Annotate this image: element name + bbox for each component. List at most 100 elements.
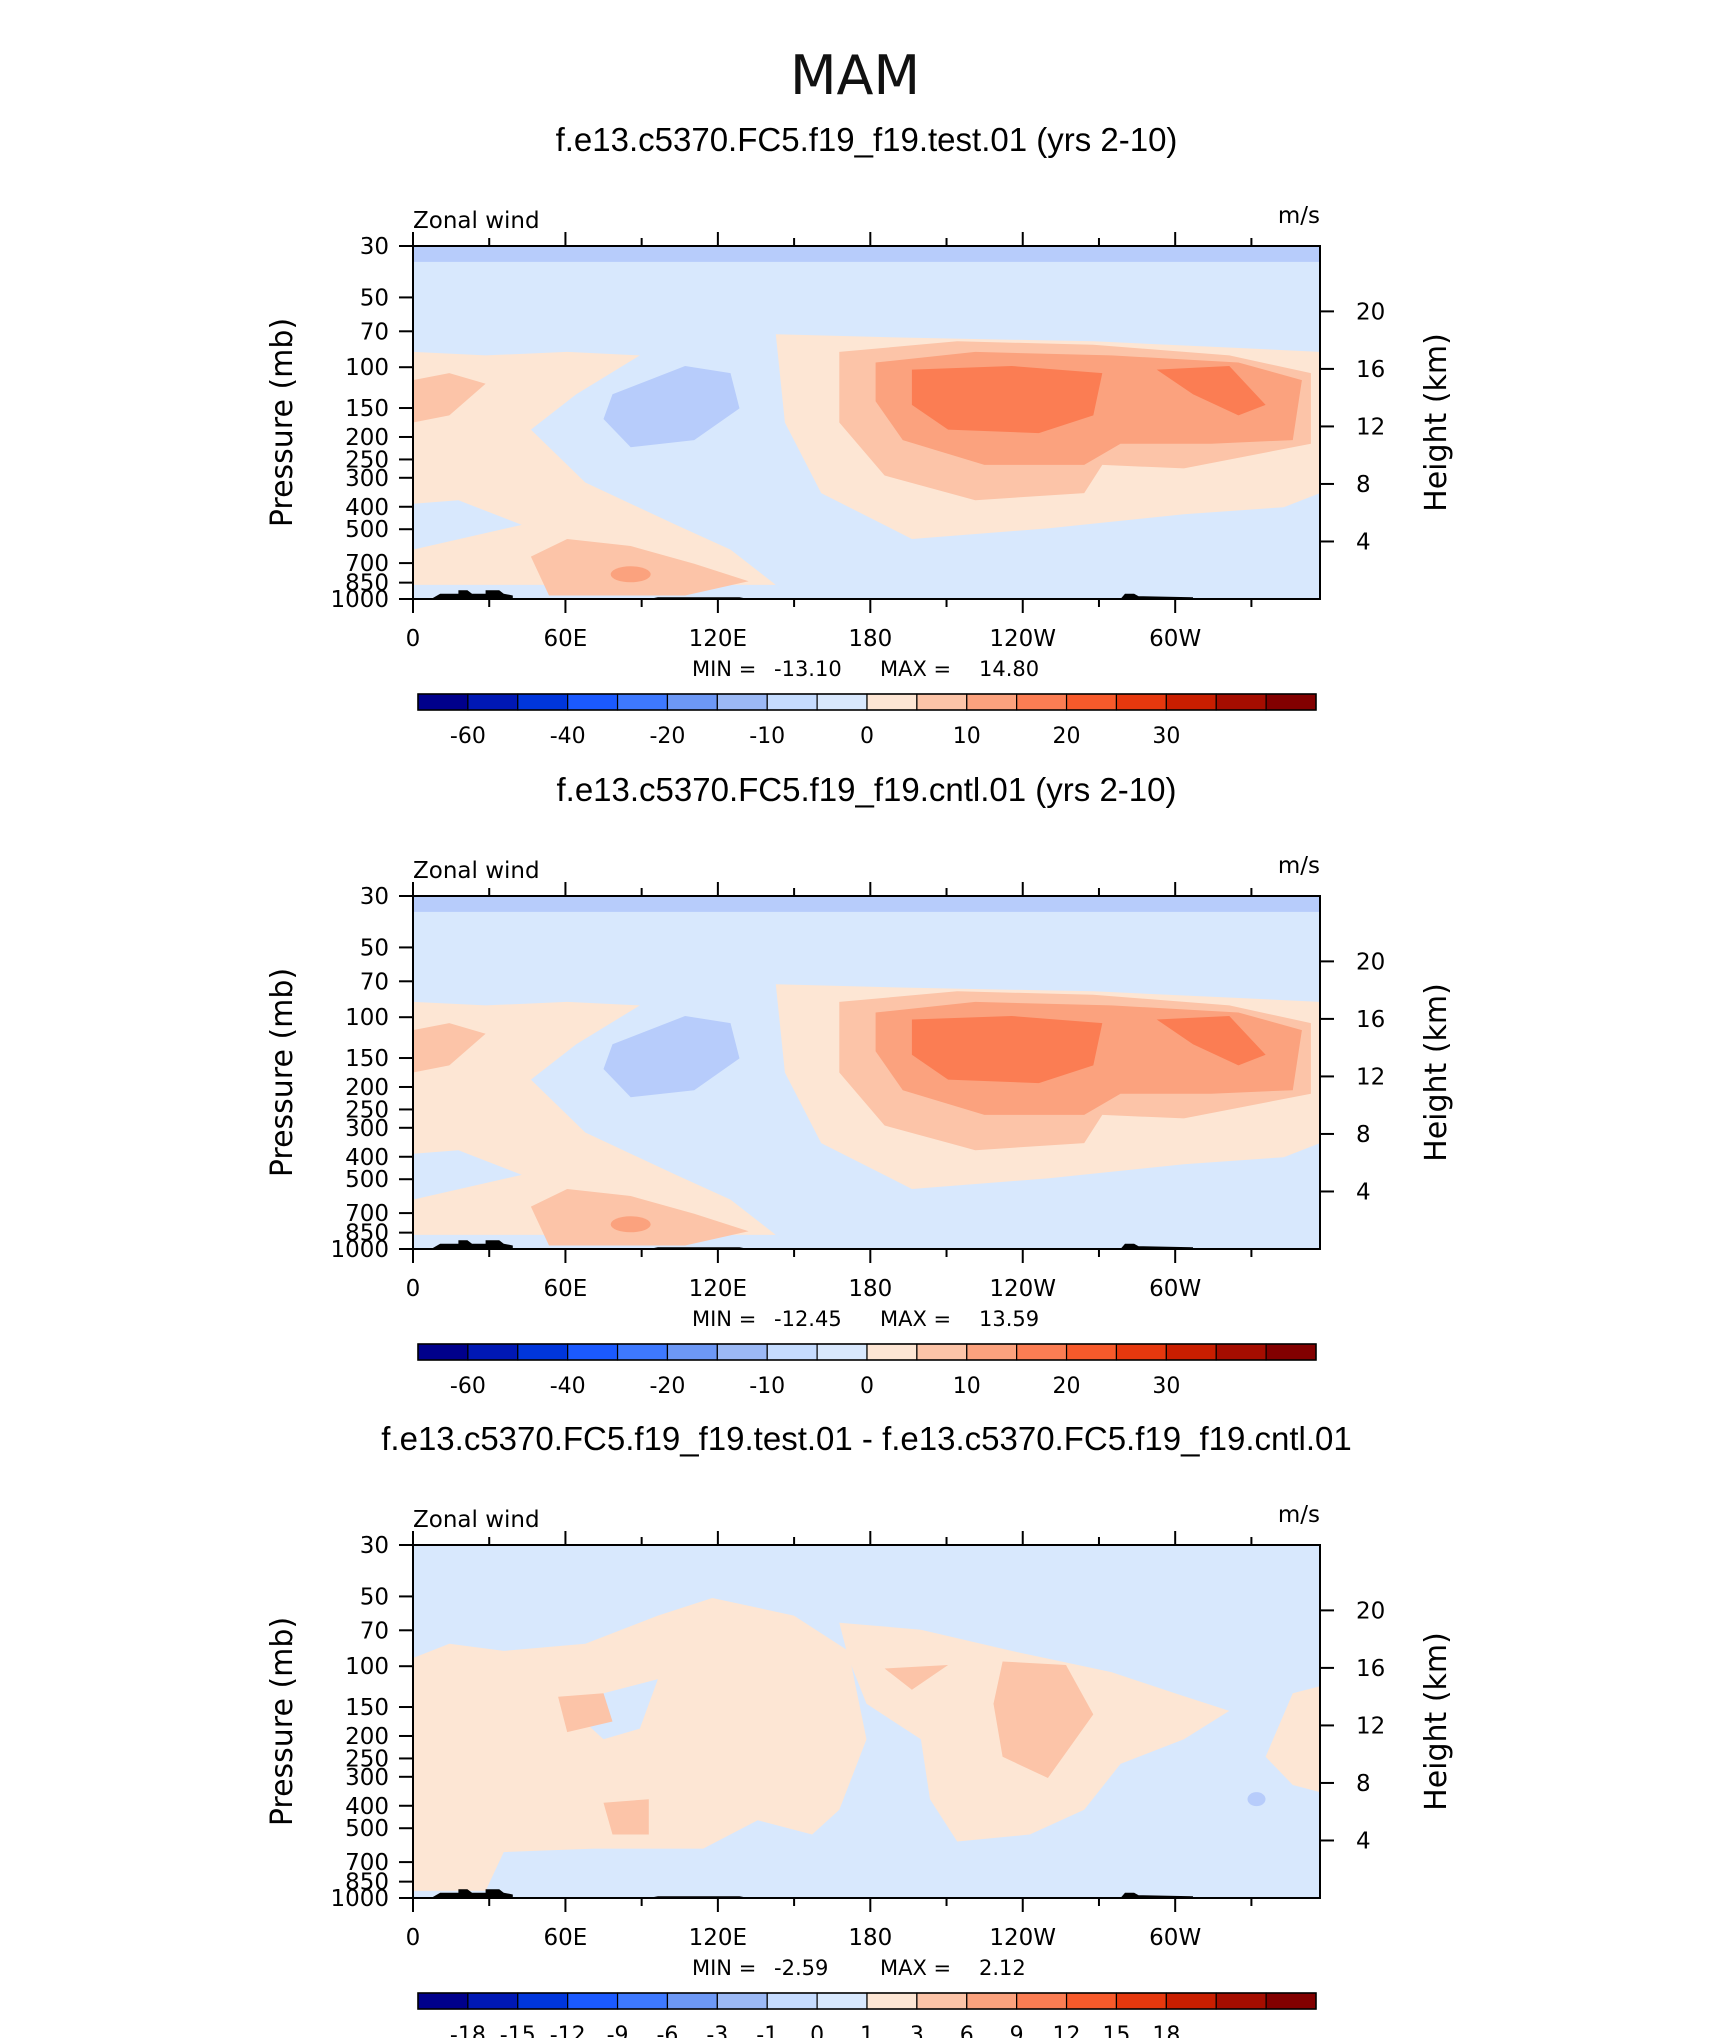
colorbar-box — [417, 693, 469, 711]
x-tick-label: 120E — [689, 1276, 747, 1302]
colorbar-box — [916, 693, 968, 711]
contour-fill-pos-patch-a — [558, 1693, 613, 1733]
y-tick-label: 700 — [345, 551, 389, 577]
colorbar-box — [1115, 1343, 1167, 1361]
colorbar-label: 9 — [1010, 2023, 1024, 2038]
colorbar-label: -40 — [550, 1374, 586, 1399]
y2-tick-label: 12 — [1356, 1713, 1385, 1739]
y-tick-label: 850 — [345, 1221, 389, 1247]
colorbar-box — [766, 1343, 818, 1361]
y2-axis-label: Height (km) — [1419, 1632, 1454, 1811]
max-value: 14.80 — [979, 657, 1039, 681]
colorbar-box — [766, 693, 818, 711]
colorbar-box — [1065, 1343, 1118, 1361]
figure-title: MAM — [790, 44, 920, 107]
colorbar-box — [1165, 693, 1217, 711]
contour-fill-low-level-core — [610, 566, 651, 583]
colorbar-label: 10 — [953, 724, 981, 749]
x-tick-label: 0 — [406, 1925, 421, 1951]
contour-fill-weak-pos-edge — [1265, 1686, 1320, 1793]
y-tick-label: 400 — [345, 495, 389, 521]
contour-fill-jet-core-east — [1156, 366, 1266, 416]
min-label: MIN = — [692, 657, 756, 681]
y2-tick-label: 20 — [1356, 1598, 1385, 1624]
colorbar-label: -60 — [450, 724, 486, 749]
contour-fill-pos-west-edge — [413, 1023, 486, 1073]
y-tick-label: 200 — [345, 1075, 389, 1101]
contour-field — [413, 246, 1320, 599]
y-tick-label: 250 — [345, 1097, 389, 1123]
y2-tick-label: 16 — [1356, 1007, 1385, 1033]
x-tick-label: 60E — [544, 1925, 588, 1951]
x-tick-label: 60W — [1149, 1276, 1201, 1302]
colorbar-label: -3 — [706, 2023, 728, 2038]
colorbar-box — [716, 1992, 768, 2010]
y-tick-label: 50 — [360, 285, 389, 311]
contour-fill-neg-spot — [1247, 1792, 1266, 1807]
colorbar-label: -12 — [550, 2023, 586, 2038]
colorbar-box — [1115, 693, 1167, 711]
units-label: m/s — [1278, 1502, 1320, 1528]
terrain-asia — [431, 590, 513, 599]
colorbar-label: -6 — [656, 2023, 678, 2038]
panel-title: f.e13.c5370.FC5.f19_f19.cntl.01 (yrs 2-1… — [556, 771, 1176, 808]
contour-field — [413, 896, 1320, 1249]
colorbar-box — [616, 1992, 669, 2010]
colorbar-frame — [417, 1343, 1317, 1361]
colorbar-label: 30 — [1152, 724, 1180, 749]
contour-fill-weak-pos-west — [413, 351, 776, 585]
colorbar-box — [616, 693, 669, 711]
terrain-americas — [1120, 1243, 1193, 1249]
colorbar-box — [567, 1343, 619, 1361]
colorbar-label: 18 — [1152, 2023, 1180, 2038]
colorbar-box — [467, 1992, 519, 2010]
plot-frame — [412, 895, 1321, 1250]
y-axis-label: Pressure (mb) — [265, 318, 300, 527]
min-label: MIN = — [692, 1956, 756, 1980]
y-tick-label: 70 — [360, 969, 389, 995]
colorbar-box — [417, 1992, 469, 2010]
y-tick-label: 50 — [360, 1584, 389, 1610]
colorbar-box — [1265, 1343, 1317, 1361]
colorbar-box — [1215, 1343, 1267, 1361]
colorbar-box — [467, 693, 519, 711]
contour-fill-weak-pos-west — [413, 1001, 776, 1235]
y-tick-label: 400 — [345, 1145, 389, 1171]
colorbar-label: -9 — [607, 2023, 629, 2038]
y-tick-label: 500 — [345, 1816, 389, 1842]
y-tick-label: 150 — [345, 1695, 389, 1721]
x-tick-label: 180 — [848, 1276, 892, 1302]
colorbar-box — [716, 1343, 768, 1361]
contour-fill-neg-core — [603, 366, 740, 448]
terrain-americas — [1120, 593, 1193, 599]
y-tick-label: 700 — [345, 1201, 389, 1227]
max-label: MAX = — [880, 1956, 951, 1980]
y-tick-label: 250 — [345, 447, 389, 473]
y-tick-label: 30 — [360, 234, 389, 260]
y2-tick-label: 12 — [1356, 1064, 1385, 1090]
y-tick-label: 300 — [345, 1765, 389, 1791]
colorbar-box — [966, 1992, 1018, 2010]
x-tick-label: 120W — [989, 626, 1056, 652]
contour-fill-pos-patch-b — [603, 1799, 649, 1835]
colorbar-box — [567, 1992, 619, 2010]
y2-tick-label: 4 — [1356, 529, 1371, 555]
contour-fill-pos-west-edge — [413, 373, 486, 423]
colorbar-box — [816, 1992, 868, 2010]
min-label: MIN = — [692, 1307, 756, 1331]
colorbar-box — [517, 1992, 569, 2010]
y-tick-label: 1000 — [330, 587, 389, 613]
colorbar-frame — [417, 1992, 1317, 2010]
units-label: m/s — [1278, 203, 1320, 229]
colorbar-box — [1265, 1992, 1317, 2010]
colorbar-box — [916, 1343, 968, 1361]
panel-3: f.e13.c5370.FC5.f19_f19.test.01 - f.e13.… — [265, 1420, 1454, 2038]
y-tick-label: 100 — [345, 1654, 389, 1680]
contour-fill-weak-pos-west — [413, 1598, 867, 1891]
x-tick-label: 0 — [406, 1276, 421, 1302]
colorbar-label: 0 — [810, 2023, 824, 2038]
panel-2: f.e13.c5370.FC5.f19_f19.cntl.01 (yrs 2-1… — [265, 771, 1454, 1399]
terrain-asia — [431, 1240, 513, 1249]
colorbar-label: -1 — [756, 2023, 778, 2038]
